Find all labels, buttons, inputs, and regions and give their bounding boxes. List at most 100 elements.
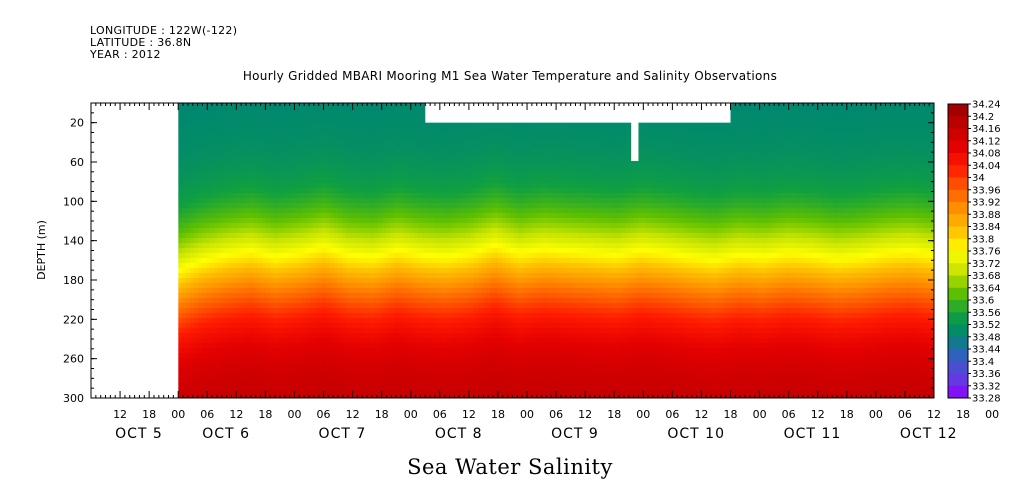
heatmap-cell [322, 123, 327, 129]
heatmap-cell [206, 143, 211, 149]
heatmap-cell [422, 343, 427, 349]
heatmap-cell [190, 273, 195, 279]
heatmap-cell [214, 213, 219, 219]
heatmap-cell [366, 203, 371, 209]
heatmap-cell [226, 218, 231, 224]
heatmap-cell [454, 168, 459, 174]
heatmap-cell [510, 223, 515, 229]
heatmap-cell [358, 363, 363, 369]
heatmap-cell [246, 338, 251, 344]
heatmap-cell [346, 373, 351, 379]
heatmap-cell [374, 183, 379, 189]
heatmap-cell [358, 103, 363, 109]
heatmap-cell [506, 258, 511, 264]
heatmap-cell [394, 323, 399, 329]
heatmap-cell [434, 308, 439, 314]
heatmap-cell [234, 183, 239, 189]
heatmap-cell [298, 243, 303, 249]
heatmap-cell [286, 333, 291, 339]
heatmap-cell [450, 133, 455, 139]
heatmap-cell [238, 273, 243, 279]
heatmap-cell [434, 353, 439, 359]
heatmap-cell [214, 143, 219, 149]
heatmap-cell [514, 143, 519, 149]
heatmap-cell [322, 288, 327, 294]
heatmap-cell [278, 368, 283, 374]
heatmap-cell [306, 203, 311, 209]
heatmap-cell [470, 303, 475, 309]
heatmap-cell [242, 383, 247, 389]
heatmap-cell [302, 388, 307, 394]
heatmap-cell [422, 248, 427, 254]
heatmap-cell [422, 298, 427, 304]
heatmap-cell [342, 123, 347, 129]
heatmap-cell [178, 388, 183, 394]
heatmap-cell [262, 158, 267, 164]
heatmap-cell [470, 273, 475, 279]
heatmap-cell [346, 368, 351, 374]
heatmap-cell [334, 108, 339, 114]
heatmap-cell [294, 158, 299, 164]
heatmap-cell [278, 388, 283, 394]
heatmap-cell [302, 193, 307, 199]
heatmap-cell [294, 248, 299, 254]
heatmap-cell [394, 293, 399, 299]
heatmap-cell [322, 253, 327, 259]
heatmap-cell [190, 133, 195, 139]
heatmap-cell [354, 313, 359, 319]
heatmap-cell [182, 248, 187, 254]
heatmap-cell [494, 373, 499, 379]
heatmap-cell [474, 163, 479, 169]
heatmap-cell [234, 228, 239, 234]
heatmap-cell [338, 153, 343, 159]
heatmap-cell [482, 213, 487, 219]
heatmap-cell [270, 308, 275, 314]
heatmap-cell [314, 218, 319, 224]
heatmap-cell [358, 183, 363, 189]
heatmap-cell [230, 243, 235, 249]
heatmap-cell [418, 138, 423, 144]
heatmap-cell [270, 228, 275, 234]
heatmap-cell [210, 258, 215, 264]
heatmap-cell [338, 338, 343, 344]
heatmap-cell [418, 373, 423, 379]
heatmap-cell [382, 223, 387, 229]
heatmap-cell [410, 293, 415, 299]
heatmap-cell [242, 193, 247, 199]
heatmap-cell [394, 383, 399, 389]
heatmap-cell [398, 158, 403, 164]
heatmap-cell [474, 353, 479, 359]
heatmap-cell [294, 268, 299, 274]
heatmap-cell [494, 153, 499, 159]
heatmap-cell [262, 313, 267, 319]
heatmap-cell [302, 268, 307, 274]
heatmap-cell [334, 163, 339, 169]
heatmap-cell [286, 218, 291, 224]
heatmap-cell [302, 238, 307, 244]
heatmap-cell [246, 183, 251, 189]
heatmap-cell [382, 103, 387, 109]
heatmap-cell [194, 353, 199, 359]
heatmap-cell [342, 343, 347, 349]
heatmap-cell [426, 303, 431, 309]
heatmap-cell [254, 283, 259, 289]
heatmap-cell [418, 318, 423, 324]
heatmap-cell [386, 258, 391, 264]
heatmap-cell [206, 248, 211, 254]
heatmap-cell [394, 203, 399, 209]
heatmap-cell [406, 148, 411, 154]
heatmap-cell [266, 278, 271, 284]
heatmap-cell [502, 128, 507, 134]
heatmap-cell [298, 163, 303, 169]
heatmap-cell [410, 283, 415, 289]
heatmap-cell [466, 263, 471, 269]
heatmap-cell [462, 248, 467, 254]
heatmap-cell [422, 348, 427, 354]
heatmap-cell [506, 238, 511, 244]
heatmap-cell [358, 213, 363, 219]
heatmap-cell [238, 238, 243, 244]
heatmap-cell [282, 248, 287, 254]
heatmap-cell [490, 278, 495, 284]
heatmap-cell [502, 273, 507, 279]
heatmap-cell [314, 253, 319, 259]
